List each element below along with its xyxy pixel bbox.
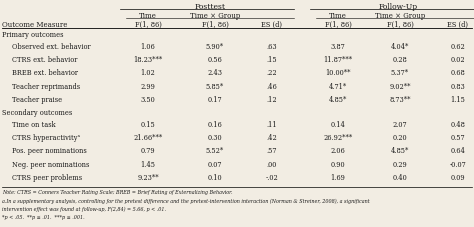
Text: .42: .42: [266, 134, 277, 142]
Text: 0.83: 0.83: [451, 82, 465, 90]
Text: -.02: -.02: [265, 173, 278, 181]
Text: 0.07: 0.07: [208, 160, 222, 168]
Text: Outcome Measure: Outcome Measure: [2, 21, 67, 29]
Text: CTRS hyperactivityᵃ: CTRS hyperactivityᵃ: [12, 134, 80, 142]
Text: intervention effect was found at follow-up, F(2,84) = 5.66, p < .01.: intervention effect was found at follow-…: [2, 206, 166, 211]
Text: F(1, 86): F(1, 86): [325, 21, 351, 29]
Text: F(1, 86): F(1, 86): [135, 21, 162, 29]
Text: Time: Time: [329, 12, 347, 20]
Text: Pos. peer nominations: Pos. peer nominations: [12, 147, 87, 155]
Text: Observed ext. behavior: Observed ext. behavior: [12, 43, 91, 51]
Text: 3.50: 3.50: [141, 95, 155, 103]
Text: Primary outcomes: Primary outcomes: [2, 31, 64, 39]
Text: .15: .15: [267, 56, 277, 64]
Text: 0.15: 0.15: [141, 121, 155, 128]
Text: 5.85*: 5.85*: [206, 82, 224, 90]
Text: .00: .00: [267, 160, 277, 168]
Text: BREB ext. behavior: BREB ext. behavior: [12, 69, 78, 77]
Text: 0.48: 0.48: [451, 121, 465, 128]
Text: .57: .57: [267, 147, 277, 155]
Text: 0.16: 0.16: [208, 121, 222, 128]
Text: 0.29: 0.29: [392, 160, 407, 168]
Text: Time on task: Time on task: [12, 121, 55, 128]
Text: .46: .46: [266, 82, 277, 90]
Text: 1.06: 1.06: [141, 43, 155, 51]
Text: 0.64: 0.64: [451, 147, 465, 155]
Text: 1.45: 1.45: [140, 160, 155, 168]
Text: 4.04*: 4.04*: [391, 43, 409, 51]
Text: 0.90: 0.90: [331, 160, 346, 168]
Text: F(1, 86): F(1, 86): [201, 21, 228, 29]
Text: .12: .12: [267, 95, 277, 103]
Text: ES (d): ES (d): [262, 21, 283, 29]
Text: .22: .22: [267, 69, 277, 77]
Text: Teacher praise: Teacher praise: [12, 95, 62, 103]
Text: Note: CTRS = Conners Teacher Rating Scale; BREB = Brief Rating of Externalizing : Note: CTRS = Conners Teacher Rating Scal…: [2, 189, 233, 194]
Text: 21.66***: 21.66***: [133, 134, 163, 142]
Text: 2.06: 2.06: [331, 147, 346, 155]
Text: CTRS peer problems: CTRS peer problems: [12, 173, 82, 181]
Text: 0.28: 0.28: [392, 56, 407, 64]
Text: 4.85*: 4.85*: [391, 147, 409, 155]
Text: 0.40: 0.40: [392, 173, 407, 181]
Text: 8.73**: 8.73**: [389, 95, 411, 103]
Text: 0.30: 0.30: [208, 134, 222, 142]
Text: CTRS ext. behavior: CTRS ext. behavior: [12, 56, 77, 64]
Text: 5.37*: 5.37*: [391, 69, 409, 77]
Text: -0.07: -0.07: [450, 160, 466, 168]
Text: 5.52*: 5.52*: [206, 147, 224, 155]
Text: .63: .63: [267, 43, 277, 51]
Text: 1.15: 1.15: [451, 95, 465, 103]
Text: Time × Group: Time × Group: [190, 12, 240, 20]
Text: 0.79: 0.79: [141, 147, 155, 155]
Text: *p < .05.  **p ≤ .01.  ***p ≤ .001.: *p < .05. **p ≤ .01. ***p ≤ .001.: [2, 215, 85, 220]
Text: 4.71*: 4.71*: [329, 82, 347, 90]
Text: ES (d): ES (d): [447, 21, 468, 29]
Text: 9.23**: 9.23**: [137, 173, 159, 181]
Text: 0.09: 0.09: [451, 173, 465, 181]
Text: Teacher reprimands: Teacher reprimands: [12, 82, 80, 90]
Text: Time × Group: Time × Group: [375, 12, 425, 20]
Text: 0.14: 0.14: [330, 121, 346, 128]
Text: 0.02: 0.02: [451, 56, 465, 64]
Text: 0.68: 0.68: [451, 69, 465, 77]
Text: 0.20: 0.20: [392, 134, 407, 142]
Text: 26.92***: 26.92***: [323, 134, 353, 142]
Text: 3.87: 3.87: [331, 43, 346, 51]
Text: 0.62: 0.62: [451, 43, 465, 51]
Text: 0.10: 0.10: [208, 173, 222, 181]
Text: 5.90*: 5.90*: [206, 43, 224, 51]
Text: 10.00**: 10.00**: [325, 69, 351, 77]
Text: Neg. peer nominations: Neg. peer nominations: [12, 160, 90, 168]
Text: 2.43: 2.43: [208, 69, 222, 77]
Text: Time: Time: [139, 12, 157, 20]
Text: 0.17: 0.17: [208, 95, 222, 103]
Text: 1.02: 1.02: [141, 69, 155, 77]
Text: 9.02**: 9.02**: [389, 82, 411, 90]
Text: F(1, 86): F(1, 86): [387, 21, 413, 29]
Text: 1.69: 1.69: [330, 173, 346, 181]
Text: 2.07: 2.07: [392, 121, 407, 128]
Text: Follow-Up: Follow-Up: [378, 3, 418, 11]
Text: 2.99: 2.99: [141, 82, 155, 90]
Text: 11.87***: 11.87***: [323, 56, 353, 64]
Text: 0.57: 0.57: [451, 134, 465, 142]
Text: 0.56: 0.56: [208, 56, 222, 64]
Text: Secondary outcomes: Secondary outcomes: [2, 109, 72, 116]
Text: Posttest: Posttest: [194, 3, 226, 11]
Text: 18.23***: 18.23***: [133, 56, 163, 64]
Text: .11: .11: [267, 121, 277, 128]
Text: a.In a supplementary analysis, controlling for the pretest difference and the pr: a.In a supplementary analysis, controlli…: [2, 198, 370, 203]
Text: 4.85*: 4.85*: [329, 95, 347, 103]
